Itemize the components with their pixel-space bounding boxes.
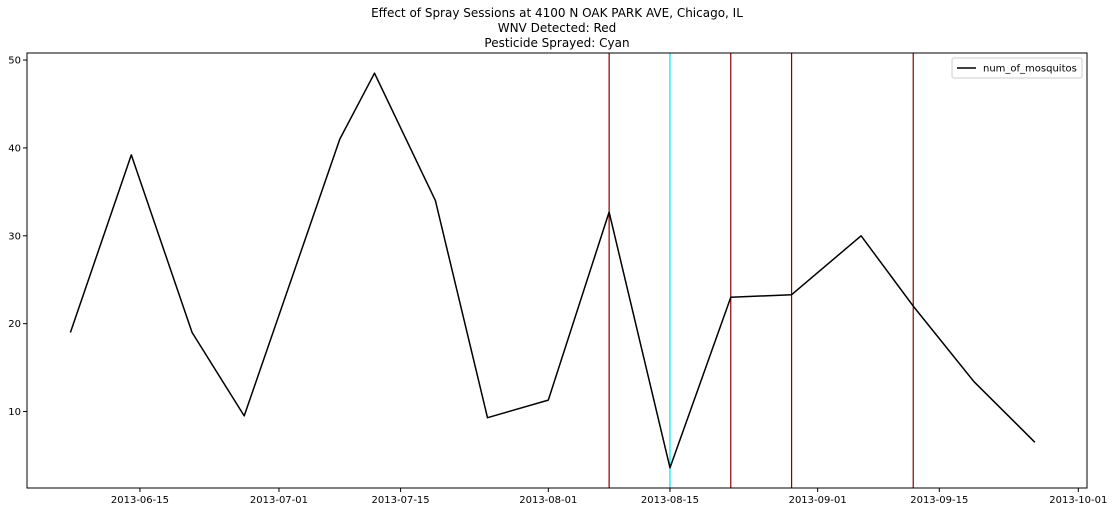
y-tick-label: 40 — [8, 143, 21, 154]
x-tick-label: 2013-08-01 — [519, 495, 577, 506]
legend-label: num_of_mosquitos — [983, 64, 1077, 75]
x-tick-label: 2013-09-15 — [910, 495, 968, 506]
x-tick-label: 2013-10-01 — [1049, 495, 1107, 506]
y-tick-label: 20 — [8, 319, 21, 330]
x-tick-label: 2013-09-01 — [789, 495, 847, 506]
legend-box — [951, 57, 1083, 79]
y-tick-label: 30 — [8, 231, 21, 242]
x-tick-label: 2013-07-01 — [250, 495, 308, 506]
title-line-2: WNV Detected: Red — [498, 21, 617, 35]
x-tick-label: 2013-06-15 — [111, 495, 169, 506]
y-tick-label: 50 — [8, 56, 21, 67]
plot-frame — [26, 52, 1088, 489]
legend: num_of_mosquitos — [951, 57, 1083, 79]
chart-title: Effect of Spray Sessions at 4100 N OAK P… — [371, 6, 743, 50]
x-tick-label: 2013-07-15 — [372, 495, 430, 506]
x-tick-label: 2013-08-15 — [641, 495, 699, 506]
title-line-1: Effect of Spray Sessions at 4100 N OAK P… — [371, 6, 743, 20]
title-line-3: Pesticide Sprayed: Cyan — [484, 36, 629, 50]
series-line — [69, 72, 1036, 469]
y-tick-label: 10 — [8, 407, 21, 418]
